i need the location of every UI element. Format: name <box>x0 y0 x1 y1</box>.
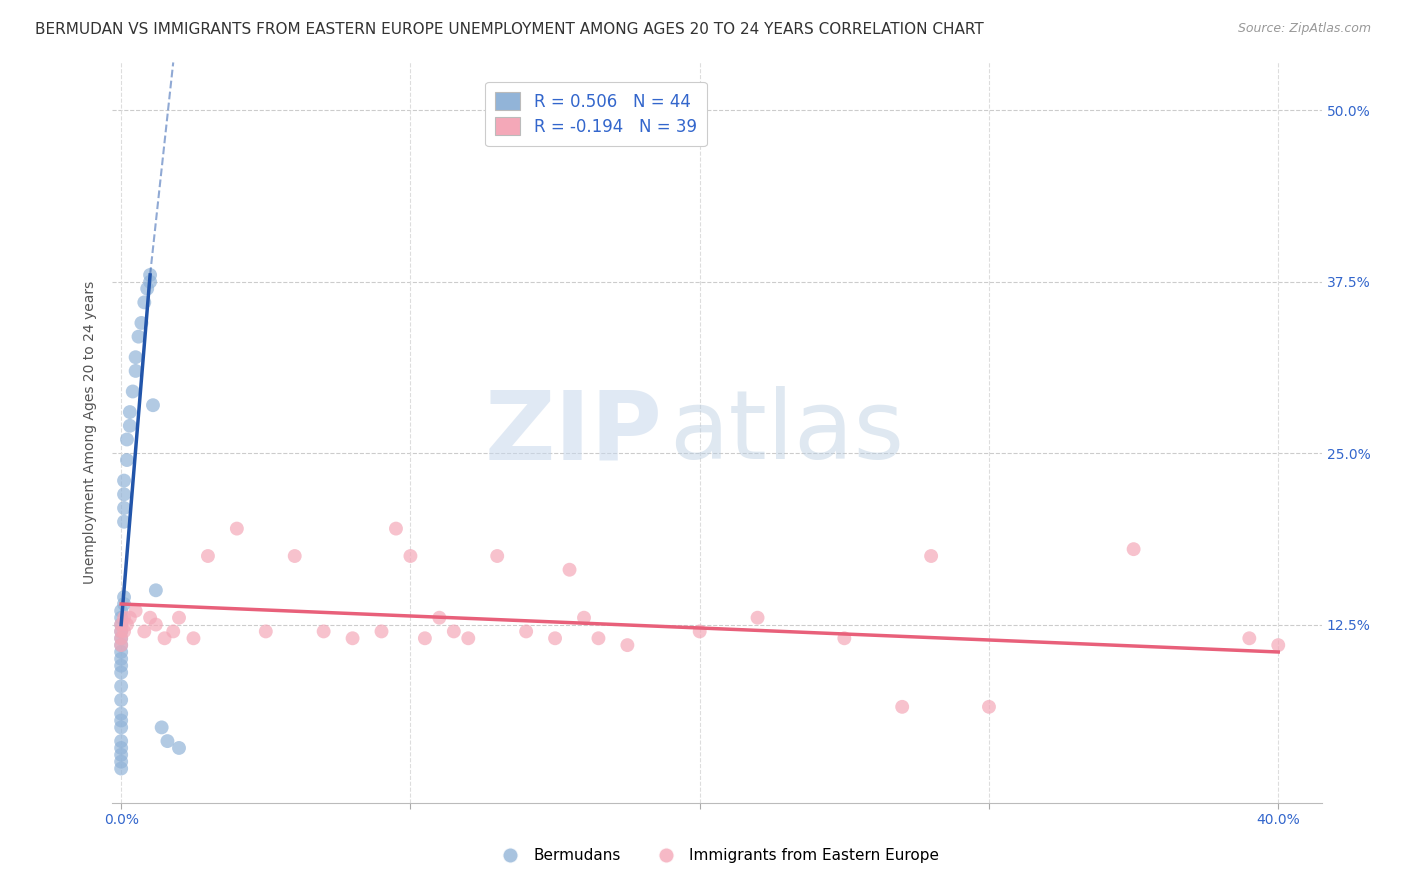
Point <box>110 638 132 652</box>
Point <box>115 617 138 632</box>
Point <box>110 741 132 756</box>
Point <box>110 714 132 728</box>
Point <box>572 611 595 625</box>
Point <box>118 405 141 419</box>
Point <box>112 624 135 639</box>
Point <box>121 384 143 399</box>
Point <box>747 611 769 625</box>
Point <box>112 474 135 488</box>
Point <box>225 522 247 536</box>
Point <box>399 549 422 563</box>
Point <box>124 350 146 364</box>
Point <box>110 632 132 646</box>
Point <box>1122 542 1144 557</box>
Point <box>136 282 159 296</box>
Point <box>616 638 638 652</box>
Point <box>110 652 132 666</box>
Point <box>112 515 135 529</box>
Point <box>110 632 132 646</box>
Point <box>167 611 190 625</box>
Point <box>457 632 479 646</box>
Point <box>443 624 465 639</box>
Point <box>115 433 138 447</box>
Point <box>342 632 364 646</box>
Point <box>112 487 135 501</box>
Point <box>558 563 581 577</box>
Point <box>139 611 162 625</box>
Point <box>110 624 132 639</box>
Point <box>1267 638 1289 652</box>
Point <box>110 755 132 769</box>
Point <box>128 329 150 343</box>
Point <box>977 699 1000 714</box>
Point <box>112 501 135 516</box>
Point <box>254 624 277 639</box>
Point <box>834 632 856 646</box>
Point <box>110 762 132 776</box>
Text: Source: ZipAtlas.com: Source: ZipAtlas.com <box>1237 22 1371 36</box>
Point <box>110 658 132 673</box>
Point <box>110 679 132 693</box>
Point <box>156 734 179 748</box>
Point <box>312 624 335 639</box>
Point <box>110 645 132 659</box>
Point <box>118 611 141 625</box>
Point <box>110 665 132 680</box>
Point <box>370 624 392 639</box>
Point <box>689 624 711 639</box>
Point <box>110 604 132 618</box>
Point <box>920 549 942 563</box>
Point <box>588 632 610 646</box>
Point <box>183 632 205 646</box>
Point <box>110 693 132 707</box>
Text: ZIP: ZIP <box>485 386 662 479</box>
Point <box>1239 632 1261 646</box>
Point <box>162 624 184 639</box>
Point <box>110 611 132 625</box>
Point <box>110 747 132 762</box>
Point <box>515 624 537 639</box>
Y-axis label: Unemployment Among Ages 20 to 24 years: Unemployment Among Ages 20 to 24 years <box>83 281 97 584</box>
Point <box>110 638 132 652</box>
Point <box>153 632 176 646</box>
Point <box>413 632 436 646</box>
Point <box>124 364 146 378</box>
Point <box>167 741 190 756</box>
Point <box>139 275 162 289</box>
Point <box>427 611 450 625</box>
Point <box>112 597 135 611</box>
Point <box>385 522 408 536</box>
Text: atlas: atlas <box>669 386 904 479</box>
Point <box>110 617 132 632</box>
Point <box>110 624 132 639</box>
Point <box>284 549 307 563</box>
Point <box>486 549 509 563</box>
Point <box>110 706 132 721</box>
Point <box>891 699 914 714</box>
Text: BERMUDAN VS IMMIGRANTS FROM EASTERN EUROPE UNEMPLOYMENT AMONG AGES 20 TO 24 YEAR: BERMUDAN VS IMMIGRANTS FROM EASTERN EURO… <box>35 22 984 37</box>
Point <box>112 590 135 604</box>
Point <box>150 720 173 734</box>
Point <box>145 617 167 632</box>
Point <box>134 295 156 310</box>
Point <box>115 453 138 467</box>
Point <box>110 734 132 748</box>
Point <box>544 632 567 646</box>
Point <box>131 316 153 330</box>
Point <box>139 268 162 282</box>
Point <box>124 604 146 618</box>
Point <box>145 583 167 598</box>
Point <box>110 720 132 734</box>
Point <box>110 617 132 632</box>
Legend: Bermudans, Immigrants from Eastern Europe: Bermudans, Immigrants from Eastern Europ… <box>489 842 945 869</box>
Point <box>142 398 165 412</box>
Point <box>112 611 135 625</box>
Point <box>118 418 141 433</box>
Point <box>197 549 219 563</box>
Point <box>134 624 156 639</box>
